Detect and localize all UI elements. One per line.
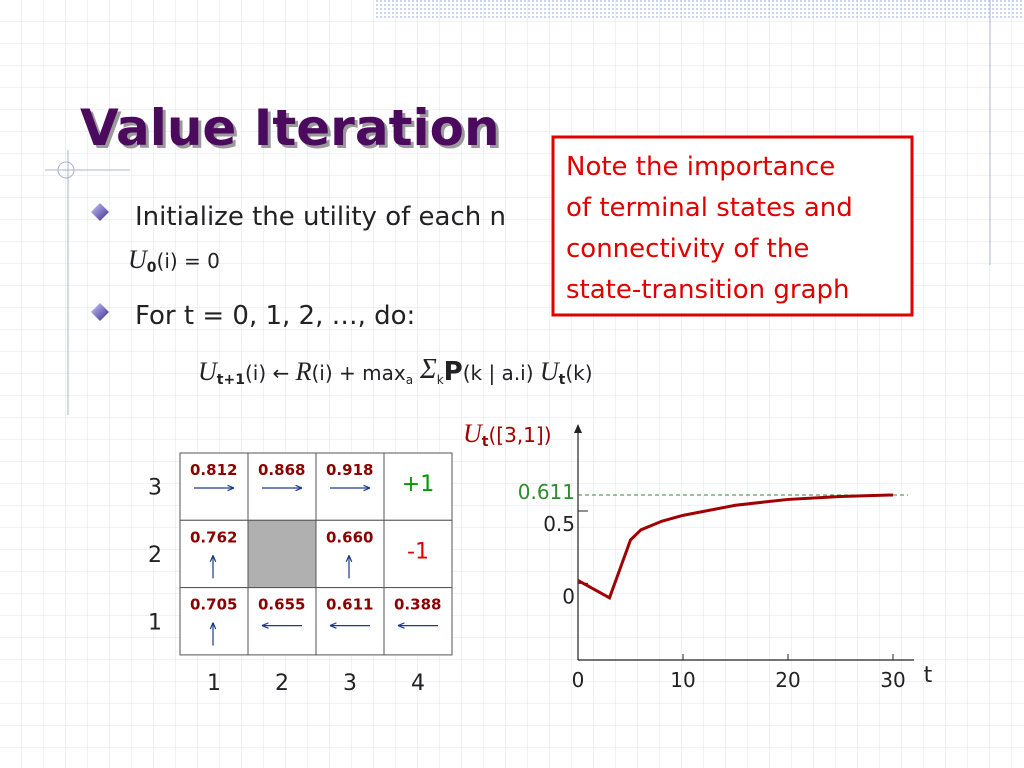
utility-value: 0.611 bbox=[326, 596, 373, 614]
utility-value: 0.812 bbox=[190, 461, 237, 479]
y-label-part: t bbox=[482, 434, 489, 450]
formula: Ut+1(i) ← R(i) + maxa ΣkP(k | a.i) Ut(k) bbox=[198, 354, 593, 388]
cell bbox=[179, 452, 249, 521]
bullet-text: For t = 0, 1, 2, …, do: bbox=[135, 301, 415, 331]
row-label: 3 bbox=[148, 476, 162, 501]
bullet-icon bbox=[91, 303, 109, 321]
terminal-value: +1 bbox=[402, 472, 434, 497]
arrow-head bbox=[261, 622, 269, 629]
arrow-head bbox=[329, 622, 337, 629]
cell bbox=[383, 519, 453, 589]
cell bbox=[383, 587, 453, 656]
formula-part: Σ bbox=[413, 354, 437, 385]
formula-part: (i) ← bbox=[245, 361, 296, 385]
formula-part: P bbox=[444, 357, 463, 387]
x-tick-label: 30 bbox=[880, 668, 905, 692]
cell bbox=[315, 452, 385, 521]
note-line: of terminal states and bbox=[566, 193, 853, 223]
formula-part: (i) + max bbox=[311, 361, 405, 385]
x-axis-label: t bbox=[924, 663, 933, 688]
utility-value: 0.655 bbox=[258, 596, 305, 614]
utility-curve bbox=[577, 493, 894, 600]
x-tick-label: 0 bbox=[572, 668, 585, 692]
ornament bbox=[57, 161, 75, 179]
formula-part: U bbox=[128, 245, 149, 274]
note-box bbox=[551, 135, 914, 317]
utility-value: 0.762 bbox=[190, 528, 237, 546]
arrow-head bbox=[209, 622, 217, 630]
utility-value: 0.918 bbox=[326, 461, 373, 479]
arrow-head bbox=[363, 484, 371, 492]
utility-value: 0.388 bbox=[394, 596, 441, 614]
arrow-head bbox=[295, 484, 303, 492]
arrow-head bbox=[209, 555, 217, 562]
note-line: connectivity of the bbox=[566, 234, 809, 264]
bullet-text: Initialize the utility of each n bbox=[135, 202, 506, 232]
formula: U0(i) = 0 bbox=[128, 245, 220, 276]
x-tick-label: 10 bbox=[670, 668, 695, 692]
formula-part: k bbox=[437, 373, 444, 387]
bullet-icon bbox=[91, 203, 109, 221]
col-label: 1 bbox=[207, 671, 221, 696]
y-tick-label: 0.611 bbox=[518, 480, 575, 504]
utility-value: 0.705 bbox=[190, 596, 237, 614]
formula-part: R bbox=[295, 357, 312, 386]
axis-arrow bbox=[574, 424, 582, 433]
col-label: 3 bbox=[343, 671, 357, 696]
arrow-head bbox=[345, 555, 353, 562]
formula-part: t bbox=[559, 372, 566, 388]
cell bbox=[315, 519, 385, 589]
formula-part: 0 bbox=[147, 260, 157, 276]
terminal-value: -1 bbox=[407, 539, 429, 564]
formula-part: U bbox=[198, 357, 219, 386]
note-line: state-transition graph bbox=[566, 275, 850, 305]
cell bbox=[383, 452, 453, 521]
row-label: 2 bbox=[148, 543, 162, 568]
y-tick-label: 0.5 bbox=[543, 512, 575, 536]
top-band bbox=[375, 0, 1024, 18]
note-line: Note the importance bbox=[566, 152, 835, 182]
title: Value Iteration bbox=[80, 99, 500, 157]
formula-part: a bbox=[406, 373, 413, 387]
arrow-head bbox=[227, 484, 235, 492]
row-label: 1 bbox=[148, 610, 162, 635]
arrow-head bbox=[397, 622, 405, 629]
y-axis-label: Ut([3,1]) bbox=[463, 419, 552, 450]
utility-value: 0.660 bbox=[326, 528, 373, 546]
formula-part: (k) bbox=[565, 361, 592, 385]
col-label: 4 bbox=[411, 671, 425, 696]
formula-part: U bbox=[540, 357, 561, 386]
y-label-part: ([3,1]) bbox=[488, 423, 551, 447]
cell bbox=[179, 519, 249, 589]
y-tick-label: 0 bbox=[562, 584, 575, 608]
col-label: 2 bbox=[275, 671, 289, 696]
cell bbox=[179, 587, 249, 656]
formula-part: (k | a.i) bbox=[463, 361, 540, 385]
utility-value: 0.868 bbox=[258, 461, 305, 479]
x-tick-label: 20 bbox=[775, 668, 800, 692]
cell bbox=[247, 452, 317, 521]
y-label-part: U bbox=[463, 419, 484, 448]
formula-part: t+1 bbox=[217, 372, 245, 388]
cell bbox=[247, 587, 317, 656]
formula-part: (i) = 0 bbox=[157, 249, 220, 273]
wall bbox=[247, 519, 317, 589]
